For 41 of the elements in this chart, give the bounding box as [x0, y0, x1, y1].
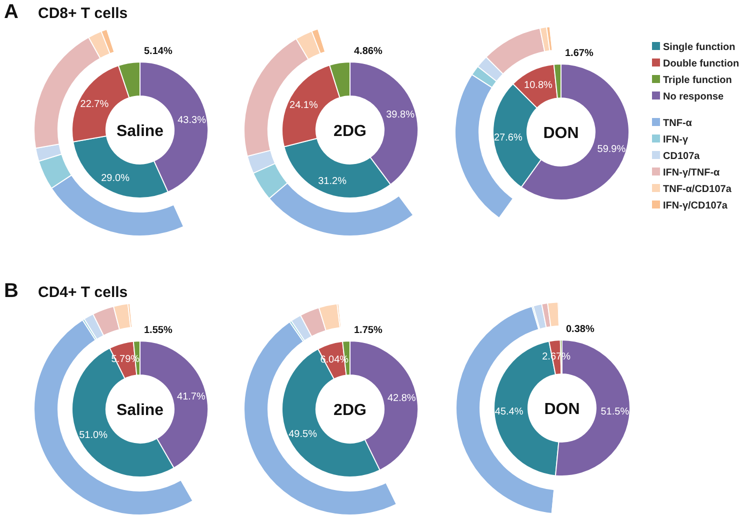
- data-label: 43.3%: [178, 114, 206, 126]
- text: CD4+ T cells: [38, 284, 128, 301]
- data-label: 1.75%: [354, 325, 382, 336]
- data-label: 51.0%: [79, 430, 108, 442]
- text: B: [4, 280, 18, 302]
- data-label: 51.5%: [600, 406, 630, 418]
- data-label: 5.14%: [144, 46, 172, 57]
- data-label: 1.67%: [565, 48, 594, 59]
- legend-label: Triple function: [663, 75, 732, 86]
- legend-label: Double function: [663, 58, 740, 70]
- legend-label: Single function: [663, 42, 736, 53]
- text: Saline: [116, 402, 164, 419]
- text: A: [4, 1, 18, 23]
- data-label: 39.8%: [386, 109, 415, 120]
- legend-label: IFN-γ: [663, 134, 688, 146]
- data-label: 1.55%: [144, 325, 172, 336]
- data-label: 31.2%: [318, 176, 347, 187]
- text: CD8+ T cells: [38, 5, 128, 22]
- legend-label: TNF-α/CD107a: [663, 184, 732, 195]
- legend-label: IFN-γ/TNF-α: [663, 168, 721, 178]
- data-label: 4.86%: [354, 46, 382, 57]
- legend-label: TNF-α: [663, 118, 693, 129]
- text: DON: [543, 125, 579, 142]
- text: 2DG: [334, 402, 366, 419]
- text: 2DG: [334, 123, 366, 140]
- data-label: 59.9%: [597, 144, 626, 156]
- legend-label: IFN-γ/CD107a: [663, 200, 728, 212]
- data-label: 45.4%: [494, 406, 524, 418]
- data-label: 49.5%: [288, 429, 318, 440]
- data-label: 29.0%: [101, 172, 130, 184]
- legend-label: No response: [663, 92, 724, 102]
- data-label: 41.7%: [177, 391, 206, 402]
- data-label: 10.8%: [524, 80, 552, 92]
- data-label: 27.6%: [494, 132, 522, 144]
- text: DON: [544, 401, 580, 418]
- data-label: 22.7%: [80, 98, 109, 110]
- text: Saline: [116, 123, 164, 140]
- data-label: 42.8%: [387, 393, 416, 404]
- data-label: 24.1%: [290, 100, 318, 112]
- legend-label: CD107a: [663, 151, 700, 162]
- data-label: 0.38%: [566, 324, 594, 335]
